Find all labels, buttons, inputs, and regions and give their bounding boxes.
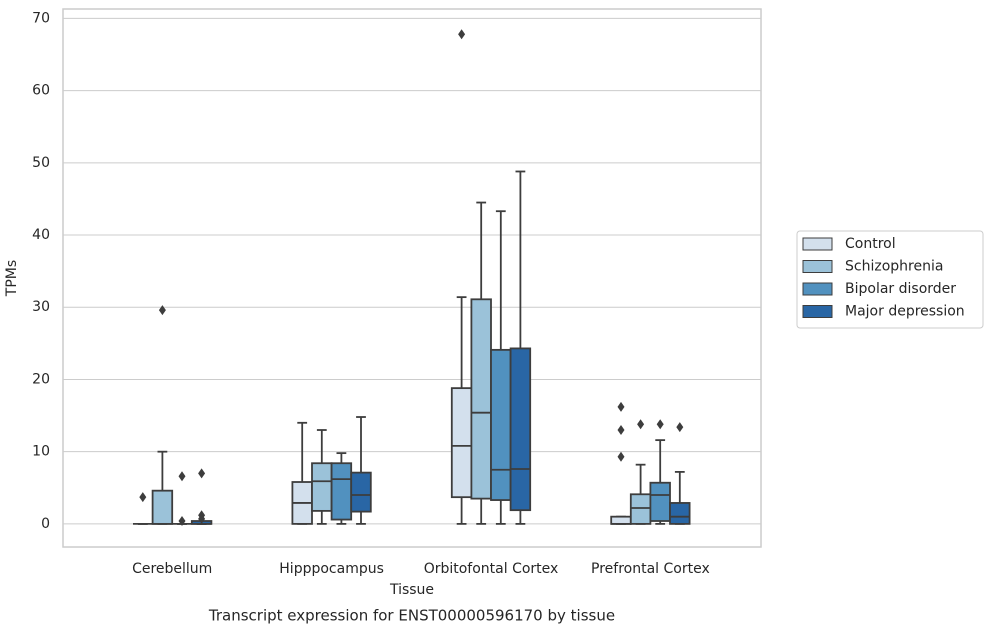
box xyxy=(649,481,671,522)
outlier xyxy=(158,305,166,316)
legend-swatch xyxy=(802,305,833,318)
x-tick-label: Hipppocampus xyxy=(279,561,384,577)
y-tick-label: 30 xyxy=(32,299,50,315)
box xyxy=(151,489,174,525)
x-tick-label: Cerebellum xyxy=(132,561,212,577)
outlier xyxy=(178,471,186,482)
y-tick-label: 60 xyxy=(32,83,50,99)
x-tick-label: Prefrontal Cortex xyxy=(591,561,710,577)
legend-swatch xyxy=(802,282,833,296)
outlier xyxy=(139,492,147,503)
outlier xyxy=(617,401,625,412)
y-tick-label: 40 xyxy=(32,227,50,243)
box xyxy=(610,515,632,525)
legend-box xyxy=(796,230,984,329)
box xyxy=(450,387,473,499)
box xyxy=(669,502,691,525)
y-tick-label: 50 xyxy=(32,155,50,171)
y-tick-label: 0 xyxy=(41,516,50,532)
legend-label: Bipolar disorder xyxy=(845,281,956,297)
box xyxy=(350,471,372,513)
y-tick-label: 20 xyxy=(32,371,50,387)
outlier xyxy=(676,422,684,433)
y-tick-label: 70 xyxy=(32,10,50,26)
x-tick-label: Orbitofontal Cortex xyxy=(424,561,559,577)
box xyxy=(509,347,532,512)
x-axis-label: Tissue xyxy=(389,582,434,598)
box xyxy=(470,298,492,500)
outlier xyxy=(637,419,645,430)
outlier xyxy=(617,425,625,436)
outlier xyxy=(178,516,186,527)
plot-frame xyxy=(62,8,762,548)
box xyxy=(330,462,353,521)
legend-swatch xyxy=(802,237,833,251)
chart-title: Transcript expression for ENST0000059617… xyxy=(208,607,615,625)
legend-label: Control xyxy=(845,236,896,252)
legend-swatch xyxy=(802,260,833,273)
outlier xyxy=(458,29,466,40)
outlier xyxy=(198,468,206,479)
outlier xyxy=(198,513,206,524)
outlier xyxy=(656,419,664,430)
box xyxy=(629,493,652,525)
legend-label: Schizophrenia xyxy=(845,259,943,275)
box xyxy=(311,462,333,512)
y-axis-label: TPMs xyxy=(4,260,20,297)
outlier xyxy=(617,451,625,462)
legend-label: Major depression xyxy=(845,304,965,320)
box xyxy=(490,348,512,501)
y-tick-label: 10 xyxy=(32,444,50,460)
